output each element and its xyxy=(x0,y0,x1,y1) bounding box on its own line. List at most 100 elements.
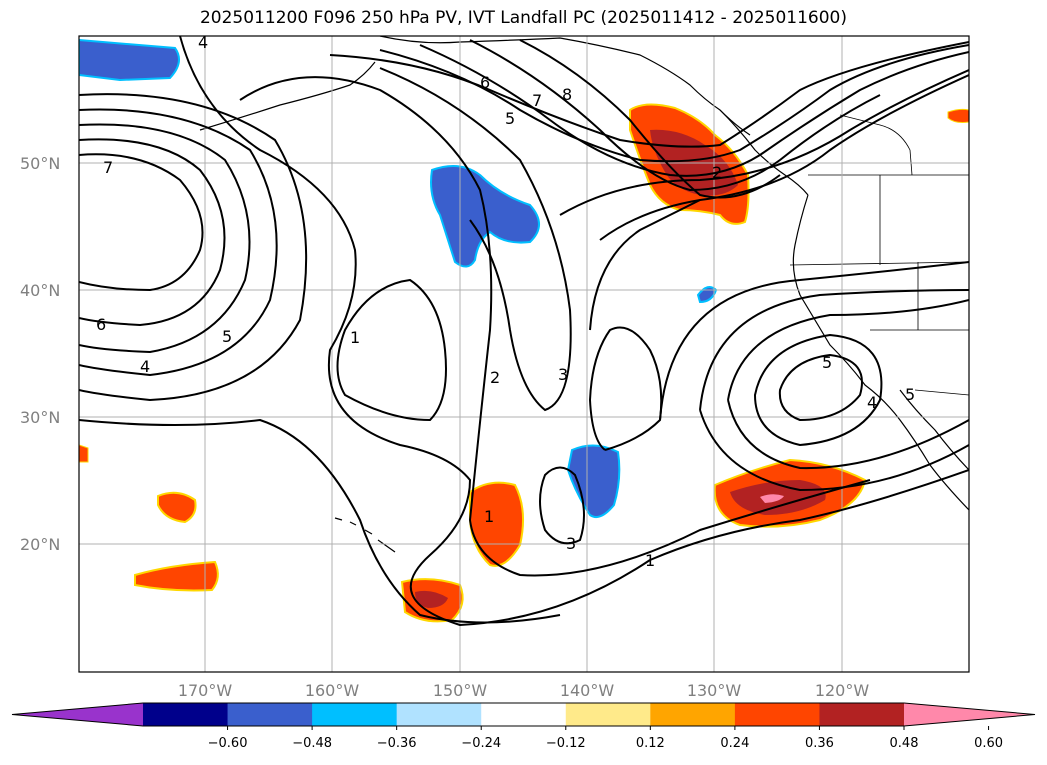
lat-label: 20°N xyxy=(20,535,60,554)
contour-7-west xyxy=(79,153,204,292)
contour-1-trough xyxy=(179,36,969,627)
west-coast-us xyxy=(792,194,969,511)
contour-6-north xyxy=(419,44,969,177)
contour-label: 1 xyxy=(350,328,360,347)
contour-2-ridge xyxy=(599,74,969,241)
contour-7-north xyxy=(469,39,881,192)
colorbar-tick-label: 0.36 xyxy=(805,736,834,751)
lon-label: 120°W xyxy=(815,681,870,700)
colorbar-tick-label: 0.24 xyxy=(720,736,749,751)
positive-region-edge-west xyxy=(79,444,89,463)
colorbar-extend-high xyxy=(904,703,1035,726)
contour-label: 5 xyxy=(905,385,915,404)
colorbar-tick-label: −0.48 xyxy=(292,736,332,751)
contour-2-loop xyxy=(588,326,663,451)
contour-1-inner xyxy=(336,278,447,422)
map-area xyxy=(79,36,969,672)
colorbar-tick-label: −0.12 xyxy=(546,736,586,751)
contour-label: 2 xyxy=(490,368,500,387)
contour-label: 6 xyxy=(480,73,490,92)
pv-contours xyxy=(79,36,969,627)
latitude-labels: 50°N 40°N 30°N 20°N xyxy=(20,154,60,554)
negative-anomaly-regions xyxy=(79,38,718,518)
contour-3-central xyxy=(379,67,572,412)
colorbar-tick-label: −0.60 xyxy=(208,736,248,751)
contour-label: 7 xyxy=(532,91,542,110)
colorbar-segment xyxy=(565,703,651,726)
colorbar-tick-label: 0.12 xyxy=(636,736,665,751)
positive-region-west1 xyxy=(157,491,197,524)
lat-label: 30°N xyxy=(20,408,60,427)
contour-5-east xyxy=(778,353,863,422)
contour-4-west xyxy=(79,108,278,377)
contour-label: 6 xyxy=(96,315,106,334)
colorbar-tick-label: −0.36 xyxy=(377,736,417,751)
positive-region-edge-east xyxy=(947,108,969,123)
contour-label: 8 xyxy=(562,85,572,104)
contour-1b xyxy=(79,418,561,624)
colorbar-segment xyxy=(819,703,905,726)
colorbar-segment xyxy=(227,703,313,726)
contour-label: 4 xyxy=(140,357,150,376)
colorbar-segment xyxy=(734,703,820,726)
hawaii-islands xyxy=(334,517,396,553)
contour-label: 1 xyxy=(484,507,494,526)
lat-label: 50°N xyxy=(20,154,60,173)
contour-3-east xyxy=(727,299,969,401)
longitude-labels: 170°W 160°W 150°W 140°W 130°W 120°W xyxy=(178,681,870,700)
colorbar-segment xyxy=(650,703,736,726)
positive-region-west2 xyxy=(134,560,219,592)
chart-title: 2025011200 F096 250 hPa PV, IVT Landfall… xyxy=(199,8,847,28)
colorbar-tick-label: 0.48 xyxy=(890,736,919,751)
lon-label: 150°W xyxy=(433,681,488,700)
contour-label: 4 xyxy=(867,393,877,412)
contour-label: 5 xyxy=(822,353,832,372)
contour-4-east xyxy=(753,333,883,447)
positive-region-ar-peak xyxy=(760,494,784,503)
colorbar-segment xyxy=(396,703,482,726)
contour-2-east xyxy=(699,289,969,411)
positive-region-hawaii-core xyxy=(415,590,448,608)
contour-8-north xyxy=(519,39,781,199)
lon-label: 140°W xyxy=(560,681,615,700)
contour-label: 5 xyxy=(505,109,515,128)
contour-label: 5 xyxy=(222,327,232,346)
colorbar-tick-label: −0.24 xyxy=(461,736,501,751)
contour-label: 4 xyxy=(198,33,208,52)
contour-5-north xyxy=(379,44,969,163)
lat-label: 40°N xyxy=(20,281,60,300)
colorbar-extend-low xyxy=(12,703,143,726)
lon-label: 130°W xyxy=(687,681,742,700)
positive-region-subtropical xyxy=(469,481,525,567)
contour-label: 3 xyxy=(566,534,576,553)
contour-2-central-b xyxy=(589,199,701,331)
contour-label: 3 xyxy=(558,365,568,384)
colorbar-tick-label: 0.60 xyxy=(974,736,1003,751)
colorbar-segment xyxy=(481,703,567,726)
canada-provinces xyxy=(839,114,913,176)
colorbar-segment xyxy=(143,703,229,726)
colorbar-outline xyxy=(11,702,1036,727)
contour-3b xyxy=(539,466,585,545)
map-frame xyxy=(78,35,970,673)
contour-1-east xyxy=(659,261,969,421)
contour-3-west xyxy=(79,93,308,402)
baja-coast xyxy=(899,389,969,471)
lon-label: 170°W xyxy=(178,681,233,700)
state-borders xyxy=(789,175,969,396)
colorbar: −0.60 −0.48 −0.36 −0.24 −0.12 0.12 0.24 0.36 0.4… xyxy=(11,702,1036,751)
colorbar-segment xyxy=(312,703,398,726)
borders xyxy=(789,114,969,396)
contour-5-west xyxy=(79,123,251,354)
lon-label: 160°W xyxy=(305,681,360,700)
contour-label: 1 xyxy=(645,551,655,570)
contour-label: 2 xyxy=(712,163,722,182)
negative-region-nw xyxy=(79,38,180,82)
negative-region-south xyxy=(566,444,621,518)
bc-coast xyxy=(719,109,809,196)
contour-2-east-b xyxy=(699,409,969,492)
contour-2-central xyxy=(239,76,871,577)
contour-3-ridge xyxy=(559,69,969,216)
contour-label-group: 1 1 1 2 2 3 3 4 4 4 5 5 5 5 6 6 7 7 8 xyxy=(96,33,915,570)
